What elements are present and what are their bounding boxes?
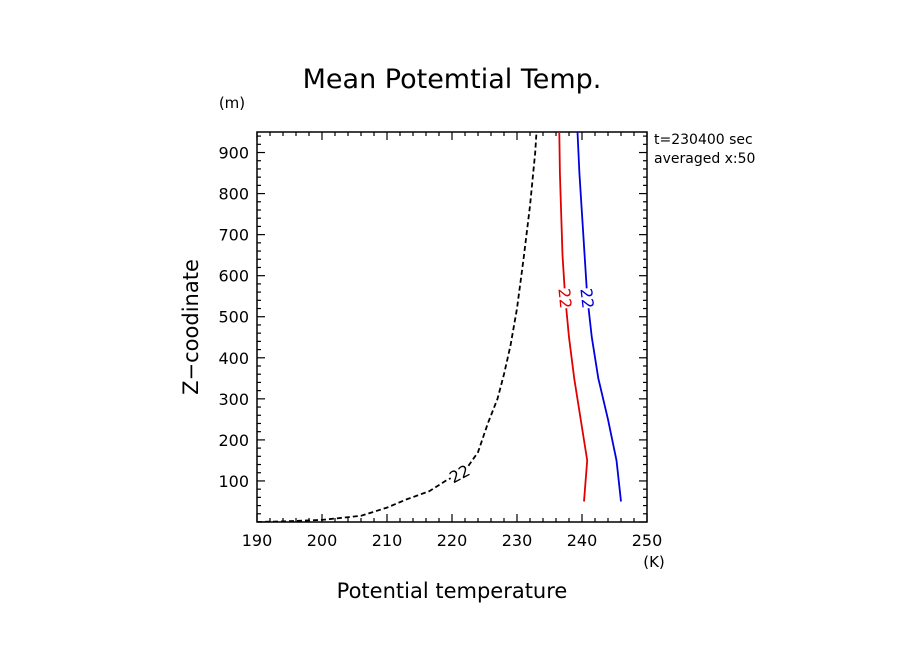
chart-title: Mean Potemtial Temp.: [303, 64, 602, 95]
y-tick-label: 200: [218, 431, 249, 450]
y-tick-label: 900: [218, 144, 249, 163]
x-axis-label: Potential temperature: [337, 579, 568, 603]
y-tick-label: 700: [218, 226, 249, 245]
y-axis-label: Z−coodinate: [179, 259, 203, 395]
x-tick-label: 210: [372, 531, 403, 550]
red-line-label: 22: [554, 287, 575, 309]
red-profile-line: [558, 132, 589, 502]
y-tick-label: 400: [218, 349, 249, 368]
x-tick-label: 250: [632, 531, 663, 550]
y-axis-unit: (m): [219, 94, 245, 112]
time-annotation: t=230400 sec: [654, 132, 753, 148]
y-tick-label: 300: [218, 390, 249, 409]
y-tick-label: 100: [218, 472, 249, 491]
blue-line-label: 22: [576, 287, 597, 309]
y-tick-label: 500: [218, 308, 249, 327]
plot-frame: [256, 131, 648, 523]
x-axis-unit: (K): [643, 553, 665, 571]
contour-label-backing: [556, 287, 575, 310]
blue-profile-line: [576, 132, 622, 502]
x-tick-label: 200: [307, 531, 338, 550]
plot-area: 190 200 210 220 230 240 250 100 200 300 400 500 600 7…: [218, 131, 663, 550]
contour-label-backing: [578, 287, 597, 310]
y-tick-label: 600: [218, 267, 249, 286]
x-tick-label: 240: [567, 531, 598, 550]
x-tick-label: 230: [502, 531, 533, 550]
x-tick-label: 190: [242, 531, 273, 550]
x-tick-label: 220: [437, 531, 468, 550]
dashed-profile-line: [257, 132, 538, 522]
y-tick-label: 800: [218, 185, 249, 204]
average-annotation: averaged x:50: [654, 151, 755, 167]
contour-label-backing: [446, 461, 473, 486]
